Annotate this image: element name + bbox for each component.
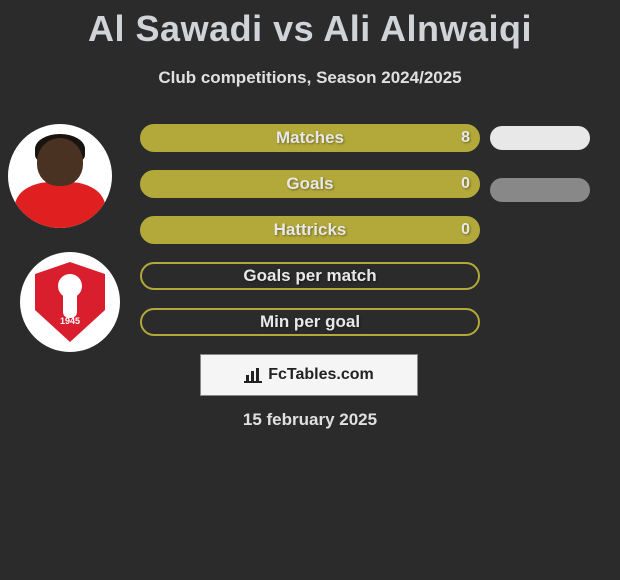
stats-container: Matches 8 Goals 0 Hattricks 0 Goals per … xyxy=(140,124,480,354)
logo-text: FcTables.com xyxy=(268,366,374,384)
subtitle: Club competitions, Season 2024/2025 xyxy=(0,68,620,88)
stat-pill-goals-right xyxy=(490,178,590,202)
stat-value-left: 8 xyxy=(461,129,470,147)
stat-label: Goals xyxy=(286,174,333,194)
player1-avatar xyxy=(8,124,112,228)
club-badge: 1945 xyxy=(20,252,120,352)
stat-label: Matches xyxy=(276,128,344,148)
player1-section xyxy=(8,124,112,228)
chart-icon xyxy=(244,367,262,383)
stat-row-goals: Goals 0 xyxy=(140,170,480,198)
stat-value-left: 0 xyxy=(461,175,470,193)
date-label: 15 february 2025 xyxy=(0,410,620,430)
stat-label: Min per goal xyxy=(260,312,360,332)
stat-row-hattricks: Hattricks 0 xyxy=(140,216,480,244)
stat-label: Goals per match xyxy=(243,266,376,286)
stat-pill-matches-right xyxy=(490,126,590,150)
page-title: Al Sawadi vs Ali Alnwaiqi xyxy=(0,0,620,50)
badge-year: 1945 xyxy=(20,316,120,326)
source-logo[interactable]: FcTables.com xyxy=(200,354,418,396)
stat-label: Hattricks xyxy=(274,220,347,240)
stat-value-left: 0 xyxy=(461,221,470,239)
stat-row-min-per-goal: Min per goal xyxy=(140,308,480,336)
stat-row-goals-per-match: Goals per match xyxy=(140,262,480,290)
stat-row-matches: Matches 8 xyxy=(140,124,480,152)
